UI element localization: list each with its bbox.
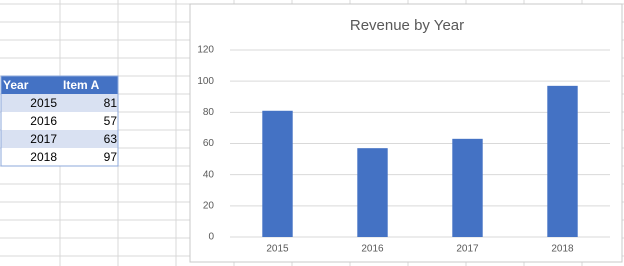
table-cell: 57 [104,114,118,128]
table-cell: 2015 [30,96,57,110]
table-cell: 2017 [30,132,57,146]
data-table: Year Item A 2015 81 2016 57 2017 63 2018 97 [0,75,119,167]
table-cell: 81 [104,96,118,110]
x-tick-label: 2017 [456,244,479,255]
row-fill [1,148,118,166]
table-cell: 63 [104,132,118,146]
header-fill [1,76,118,94]
chart-title: Revenue by Year [350,17,464,34]
table-cell: 2018 [30,150,57,164]
y-tick-label: 20 [203,200,215,211]
table-cell: 97 [104,150,118,164]
x-tick-label: 2018 [551,244,574,255]
y-tick-label: 80 [203,107,215,118]
bar [262,110,293,237]
table-border [0,75,119,167]
header-cell: Item A [63,78,100,92]
bar [547,85,578,237]
x-tick-label: 2015 [266,244,289,255]
y-tick-label: 100 [197,76,214,87]
row-fill [1,112,118,130]
row-fill [1,94,118,112]
row-fill [1,130,118,148]
chart: 0 20 40 60 80 100 120 2015 2016 2017 2018 [197,45,610,255]
y-tick-label: 60 [203,138,215,149]
y-tick-label: 120 [197,45,214,56]
bar [452,138,483,237]
y-tick-label: 0 [208,232,214,243]
table-cell: 2016 [30,114,57,128]
bar [357,148,388,237]
header-cell: Year [3,78,29,92]
x-tick-label: 2016 [361,244,384,255]
y-tick-label: 40 [203,169,215,180]
